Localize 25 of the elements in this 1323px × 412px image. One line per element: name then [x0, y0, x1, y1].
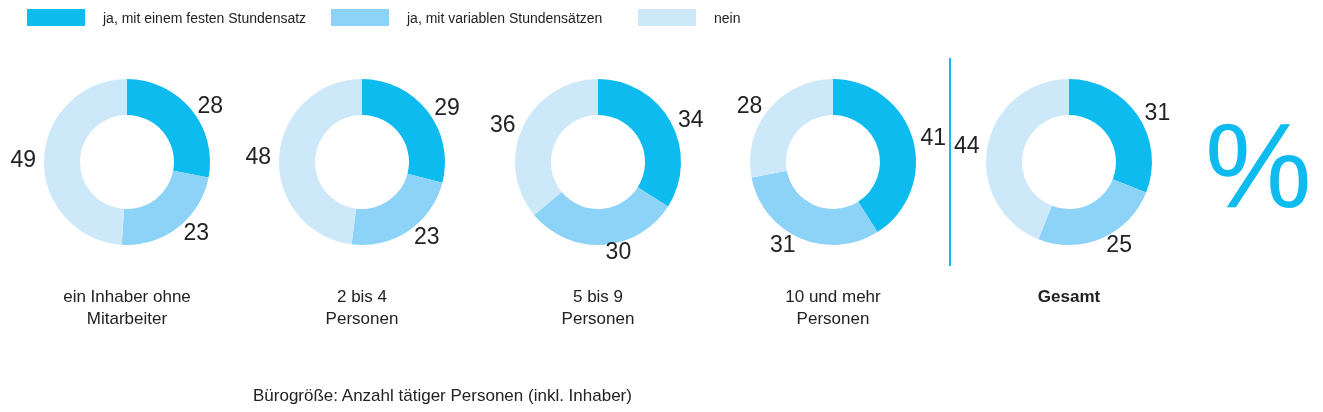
- text: 5 bis 9 Personen: [561, 286, 635, 328]
- data-label: 31: [1144, 98, 1171, 125]
- data-label: 31: [770, 230, 796, 257]
- data-label: 49: [10, 146, 37, 173]
- data-label: 28: [197, 92, 224, 119]
- data-label: 29: [434, 94, 460, 121]
- text: 10 und mehr Personen: [785, 286, 882, 328]
- data-label: 30: [605, 237, 632, 264]
- text: %: [1205, 98, 1312, 232]
- legend-label: ja, mit einem festen Stundensatz: [103, 9, 307, 26]
- data-label: 23: [183, 219, 210, 246]
- text: ein Inhaber ohne Mitarbeiter: [63, 286, 191, 328]
- data-label: 28: [736, 92, 763, 119]
- data-label: 36: [489, 111, 516, 138]
- legend-label: ja, mit variablen Stundensätzen: [407, 9, 603, 26]
- data-label: 48: [245, 143, 272, 170]
- text: 2 bis 4 Personen: [325, 286, 399, 328]
- data-label: 44: [953, 132, 980, 159]
- text: Gesamt: [1037, 286, 1101, 306]
- legend-label: nein: [714, 9, 741, 26]
- data-label: 23: [414, 222, 440, 249]
- text: Bürogröße: Anzahl tätiger Personen (inkl. Inhaber): [253, 386, 632, 406]
- data-label: 41: [920, 124, 947, 151]
- data-label: 25: [1106, 230, 1132, 257]
- data-label: 34: [677, 106, 704, 133]
